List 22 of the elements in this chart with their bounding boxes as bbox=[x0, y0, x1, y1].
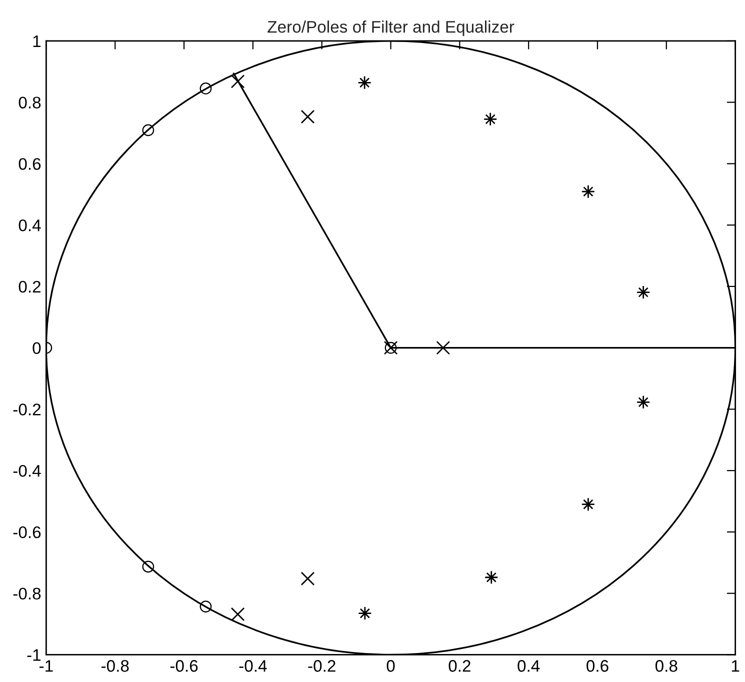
y-tick-label: -0.2 bbox=[13, 404, 40, 416]
x-tick-label: 0 bbox=[386, 660, 395, 672]
x-tick-label: 0.4 bbox=[518, 660, 540, 672]
y-tick-label: 0.6 bbox=[18, 158, 41, 170]
x-tick-label: 0.6 bbox=[586, 660, 608, 672]
y-tick-label: 0.2 bbox=[18, 280, 40, 293]
x-tick-label: 1 bbox=[732, 660, 740, 672]
x-tick-label: -0.6 bbox=[170, 660, 198, 672]
y-tick-label: 1 bbox=[33, 35, 41, 47]
x-tick-label: -0.4 bbox=[239, 660, 267, 672]
chart-title: Zero/Poles of Filter and Equalizer bbox=[268, 20, 514, 36]
y-tick-label: -0.8 bbox=[13, 588, 41, 600]
y-tick-label: -0.6 bbox=[13, 526, 41, 538]
x-tick-label: 0.8 bbox=[655, 660, 678, 672]
x-tick-label: -0.8 bbox=[101, 660, 129, 672]
y-tick-label: 0.4 bbox=[18, 219, 41, 232]
x-tick-label: -0.2 bbox=[308, 660, 336, 672]
y-tick-label: 0.8 bbox=[18, 96, 41, 109]
y-tick-label: -1 bbox=[27, 649, 41, 661]
y-tick-label: 0 bbox=[32, 342, 41, 354]
y-tick-label: -0.4 bbox=[13, 464, 41, 477]
x-tick-label: 0.2 bbox=[448, 660, 470, 672]
